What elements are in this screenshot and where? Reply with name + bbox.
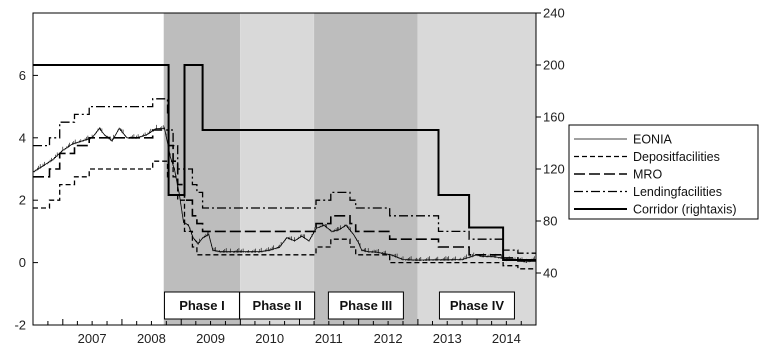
right-tick-label: 120 <box>543 162 565 177</box>
right-tick-label: 80 <box>543 214 557 229</box>
right-tick-label: 40 <box>543 266 557 281</box>
legend-label-mro: MRO <box>633 168 662 182</box>
series-line-corridor-rightaxis <box>33 64 536 261</box>
x-tick-label: 2009 <box>196 331 225 346</box>
series-layer <box>32 64 537 270</box>
right-tick-label: 240 <box>543 6 565 21</box>
x-tick-label: 2008 <box>137 331 166 346</box>
phase-label-phase-iv: Phase IV <box>450 298 505 313</box>
legend-box <box>568 124 759 220</box>
x-tick-label: 2013 <box>433 331 462 346</box>
x-tick-label: 2014 <box>492 331 521 346</box>
series-spikes-eonia <box>34 124 535 263</box>
legend-label-corridor-rightaxis: Corridor (rightaxis) <box>633 203 737 217</box>
series-line-depositfacilities <box>33 160 536 270</box>
phase-label-box-phase-ii <box>239 291 316 320</box>
axis-layer: -2 0 2 4 6 40 80 120 160 200 240 2007 2008 2009 2010 20… <box>14 6 564 347</box>
phase-label-box-phase-iv <box>438 291 515 320</box>
phase-band-phase-iv <box>417 13 536 325</box>
x-tick-label: 2007 <box>78 331 107 346</box>
phase-label-box-phase-i <box>163 291 240 320</box>
left-tick-label: -2 <box>14 318 26 333</box>
phase-label-phase-iii: Phase III <box>340 298 393 313</box>
x-tick-label: 2011 <box>315 331 343 346</box>
series-line-mro <box>33 129 536 262</box>
phase-labels: Phase I Phase II Phase III Phase IV <box>163 291 515 320</box>
left-tick-label: 4 <box>19 130 26 145</box>
legend-label-lendingfacilities: Lendingfacilities <box>633 185 722 199</box>
phase-label-phase-ii: Phase II <box>253 298 302 313</box>
right-tick-label: 200 <box>543 58 565 73</box>
left-tick-label: 0 <box>19 255 26 270</box>
series-line-lendingfacilities <box>33 98 536 254</box>
left-tick-label: 6 <box>19 68 26 83</box>
right-tick-label: 160 <box>543 110 565 125</box>
phase-label-phase-i: Phase I <box>179 298 225 313</box>
legend-label-eonia: EONIA <box>633 133 673 147</box>
phase-band-phase-i <box>163 13 241 325</box>
x-tick-label: 2012 <box>374 331 403 346</box>
left-tick-label: 2 <box>19 193 26 208</box>
phase-label-box-phase-iii <box>327 291 404 320</box>
phase-band-phase-ii <box>240 13 314 325</box>
legend: EONIA Depositfacilities MRO Lendingfaciliti… <box>568 124 759 220</box>
phase-band-phase-iii <box>314 13 418 325</box>
phase-bands <box>163 13 536 325</box>
legend-label-depositfacilities: Depositfacilities <box>633 150 720 164</box>
x-tick-label: 2010 <box>255 331 284 346</box>
